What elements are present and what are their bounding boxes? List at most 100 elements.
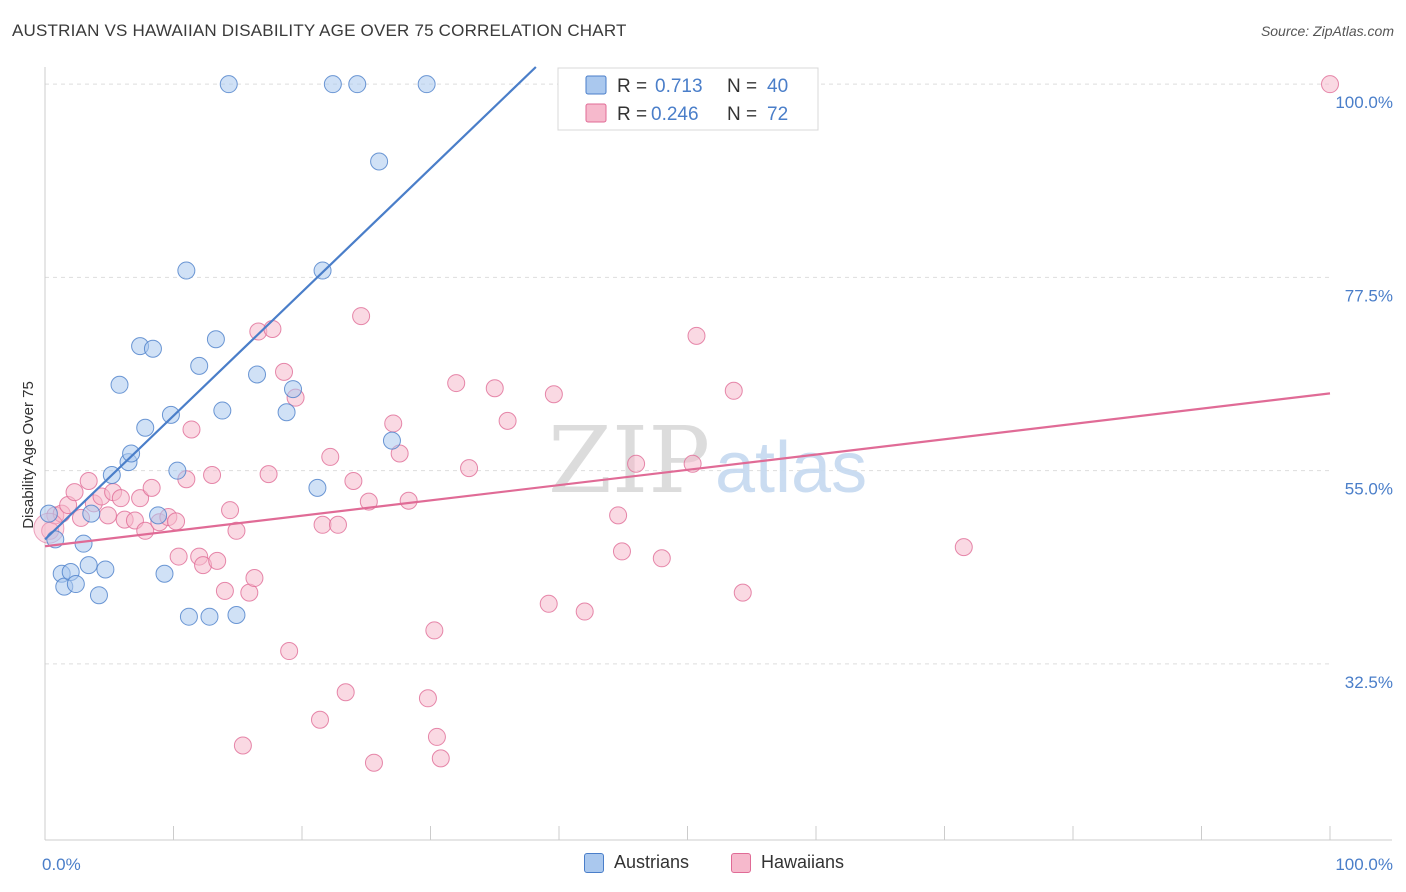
hawaiians-point-35 [263,319,282,338]
austrians-point-9 [89,586,108,605]
hawaiians-point-63 [612,542,631,561]
hawaiians-point-61 [575,602,594,621]
hawaiians-point-6 [79,471,98,490]
austrians-point-5 [66,575,85,594]
hawaiians-point-60 [544,385,563,404]
austrians-point-35 [323,75,342,94]
hawaiians-point-48 [384,414,403,433]
hawaiians-point-64 [627,454,646,473]
hawaiians-point-16 [142,478,161,497]
hawaiians-point-50 [399,491,418,510]
legend-n-value-hawaiians: 72 [767,104,788,125]
hawaiians-point-54 [431,749,450,768]
bottom-legend-austrians: Austrians [584,852,689,873]
y-tick-label-3: 32.5% [1345,673,1393,692]
austrians-point-29 [227,605,246,624]
austrians-point-32 [284,380,303,399]
austrians-point-6 [74,534,93,553]
austrians-point-33 [308,478,327,497]
hawaiians-point-44 [344,471,363,490]
x-tick-label-1: 100.0% [1335,855,1393,874]
hawaiians-point-53 [427,727,446,746]
bottom-legend-label-austrians: Austrians [614,852,690,872]
austrians-point-12 [110,375,129,394]
bottom-legend-hawaiians: Hawaiians [731,852,844,873]
hawaiians-point-67 [687,326,706,345]
hawaiians-point-70 [954,538,973,557]
legend-n-value-austrians: 40 [767,76,788,97]
legend-r-label-hawaiians: R = [617,104,647,125]
hawaiians-point-34 [259,465,278,484]
chart-title: AUSTRIAN VS HAWAIIAN DISABILITY AGE OVER… [12,21,627,40]
legend-swatch-austrians [585,75,607,95]
hawaiians-point-39 [310,710,329,729]
austrians-point-24 [190,356,209,375]
hawaiians-point-40 [313,515,332,534]
hawaiians-point-47 [364,753,383,772]
austrians-point-14 [122,444,141,463]
austrians-point-36 [348,75,367,94]
bottom-legend: Austrians Hawaiians [0,852,1406,876]
hawaiians-point-9 [98,506,117,525]
hawaiians-point-56 [460,459,479,478]
hawaiians-point-55 [447,374,466,393]
trend-lines [44,66,1331,548]
hawaiians-trend-line [44,392,1331,548]
austrians-points [39,75,436,626]
austrians-point-17 [143,339,162,358]
austrians-point-31 [277,403,296,422]
austrians-point-26 [206,330,225,349]
hawaiians-point-71 [1321,75,1339,94]
source-label: Source: ZipAtlas.com [1260,23,1394,39]
hawaiians-point-26 [208,551,227,570]
austrians-point-18 [149,506,168,525]
hawaiians-point-30 [233,736,252,755]
austrians-point-37 [370,152,389,171]
hawaiians-point-22 [182,420,201,439]
hawaiians-point-37 [280,642,299,661]
hawaiians-point-20 [169,547,188,566]
legend-r-value-hawaiians: 0.246 [651,104,699,125]
hawaiians-point-4 [65,483,84,502]
austrians-point-34 [313,261,332,280]
hawaiians-point-27 [215,581,234,600]
hawaiians-point-45 [352,307,371,326]
hawaiians-point-51 [418,689,437,708]
hawaiians-point-59 [539,594,558,613]
bottom-legend-swatch-austrians [584,852,604,873]
x-tick-labels: 0.0% 100.0% [42,855,1393,874]
axes [44,67,1392,841]
austrians-point-8 [82,504,101,523]
watermark: ZIP atlas [548,407,867,514]
austrians-point-30 [248,365,267,384]
austrians-point-19 [155,564,174,583]
y-tick-label-2: 55.0% [1345,480,1393,499]
hawaiians-point-52 [425,621,444,640]
hawaiians-point-69 [733,583,752,602]
bottom-legend-label-hawaiians: Hawaiians [761,852,845,872]
hawaiians-point-28 [221,501,240,520]
y-axis-label: Disability Age Over 75 [20,381,37,529]
hawaiians-point-14 [131,489,150,508]
hawaiians-point-57 [485,379,504,398]
hawaiians-point-58 [498,411,517,430]
hawaiians-point-32 [245,569,264,588]
austrians-point-21 [168,461,187,480]
hawaiians-points [33,75,1339,772]
y-tick-label-0: 100.0% [1335,93,1393,112]
austrians-point-10 [96,560,115,579]
austrians-point-23 [179,607,198,626]
bottom-legend-swatch-hawaiians [731,852,751,873]
y-tick-labels: 100.0% 77.5% 55.0% 32.5% [1335,93,1393,692]
legend-swatch-hawaiians [585,103,607,123]
austrians-point-28 [219,75,238,94]
austrians-point-16 [136,418,155,437]
hawaiians-point-11 [111,489,130,508]
hawaiians-point-68 [724,381,743,400]
legend-r-label-austrians: R = [617,76,647,97]
legend-n-label-hawaiians: N = [727,104,757,125]
hawaiians-point-46 [359,492,378,511]
hawaiians-point-42 [328,515,347,534]
grid-lines [45,83,1330,665]
